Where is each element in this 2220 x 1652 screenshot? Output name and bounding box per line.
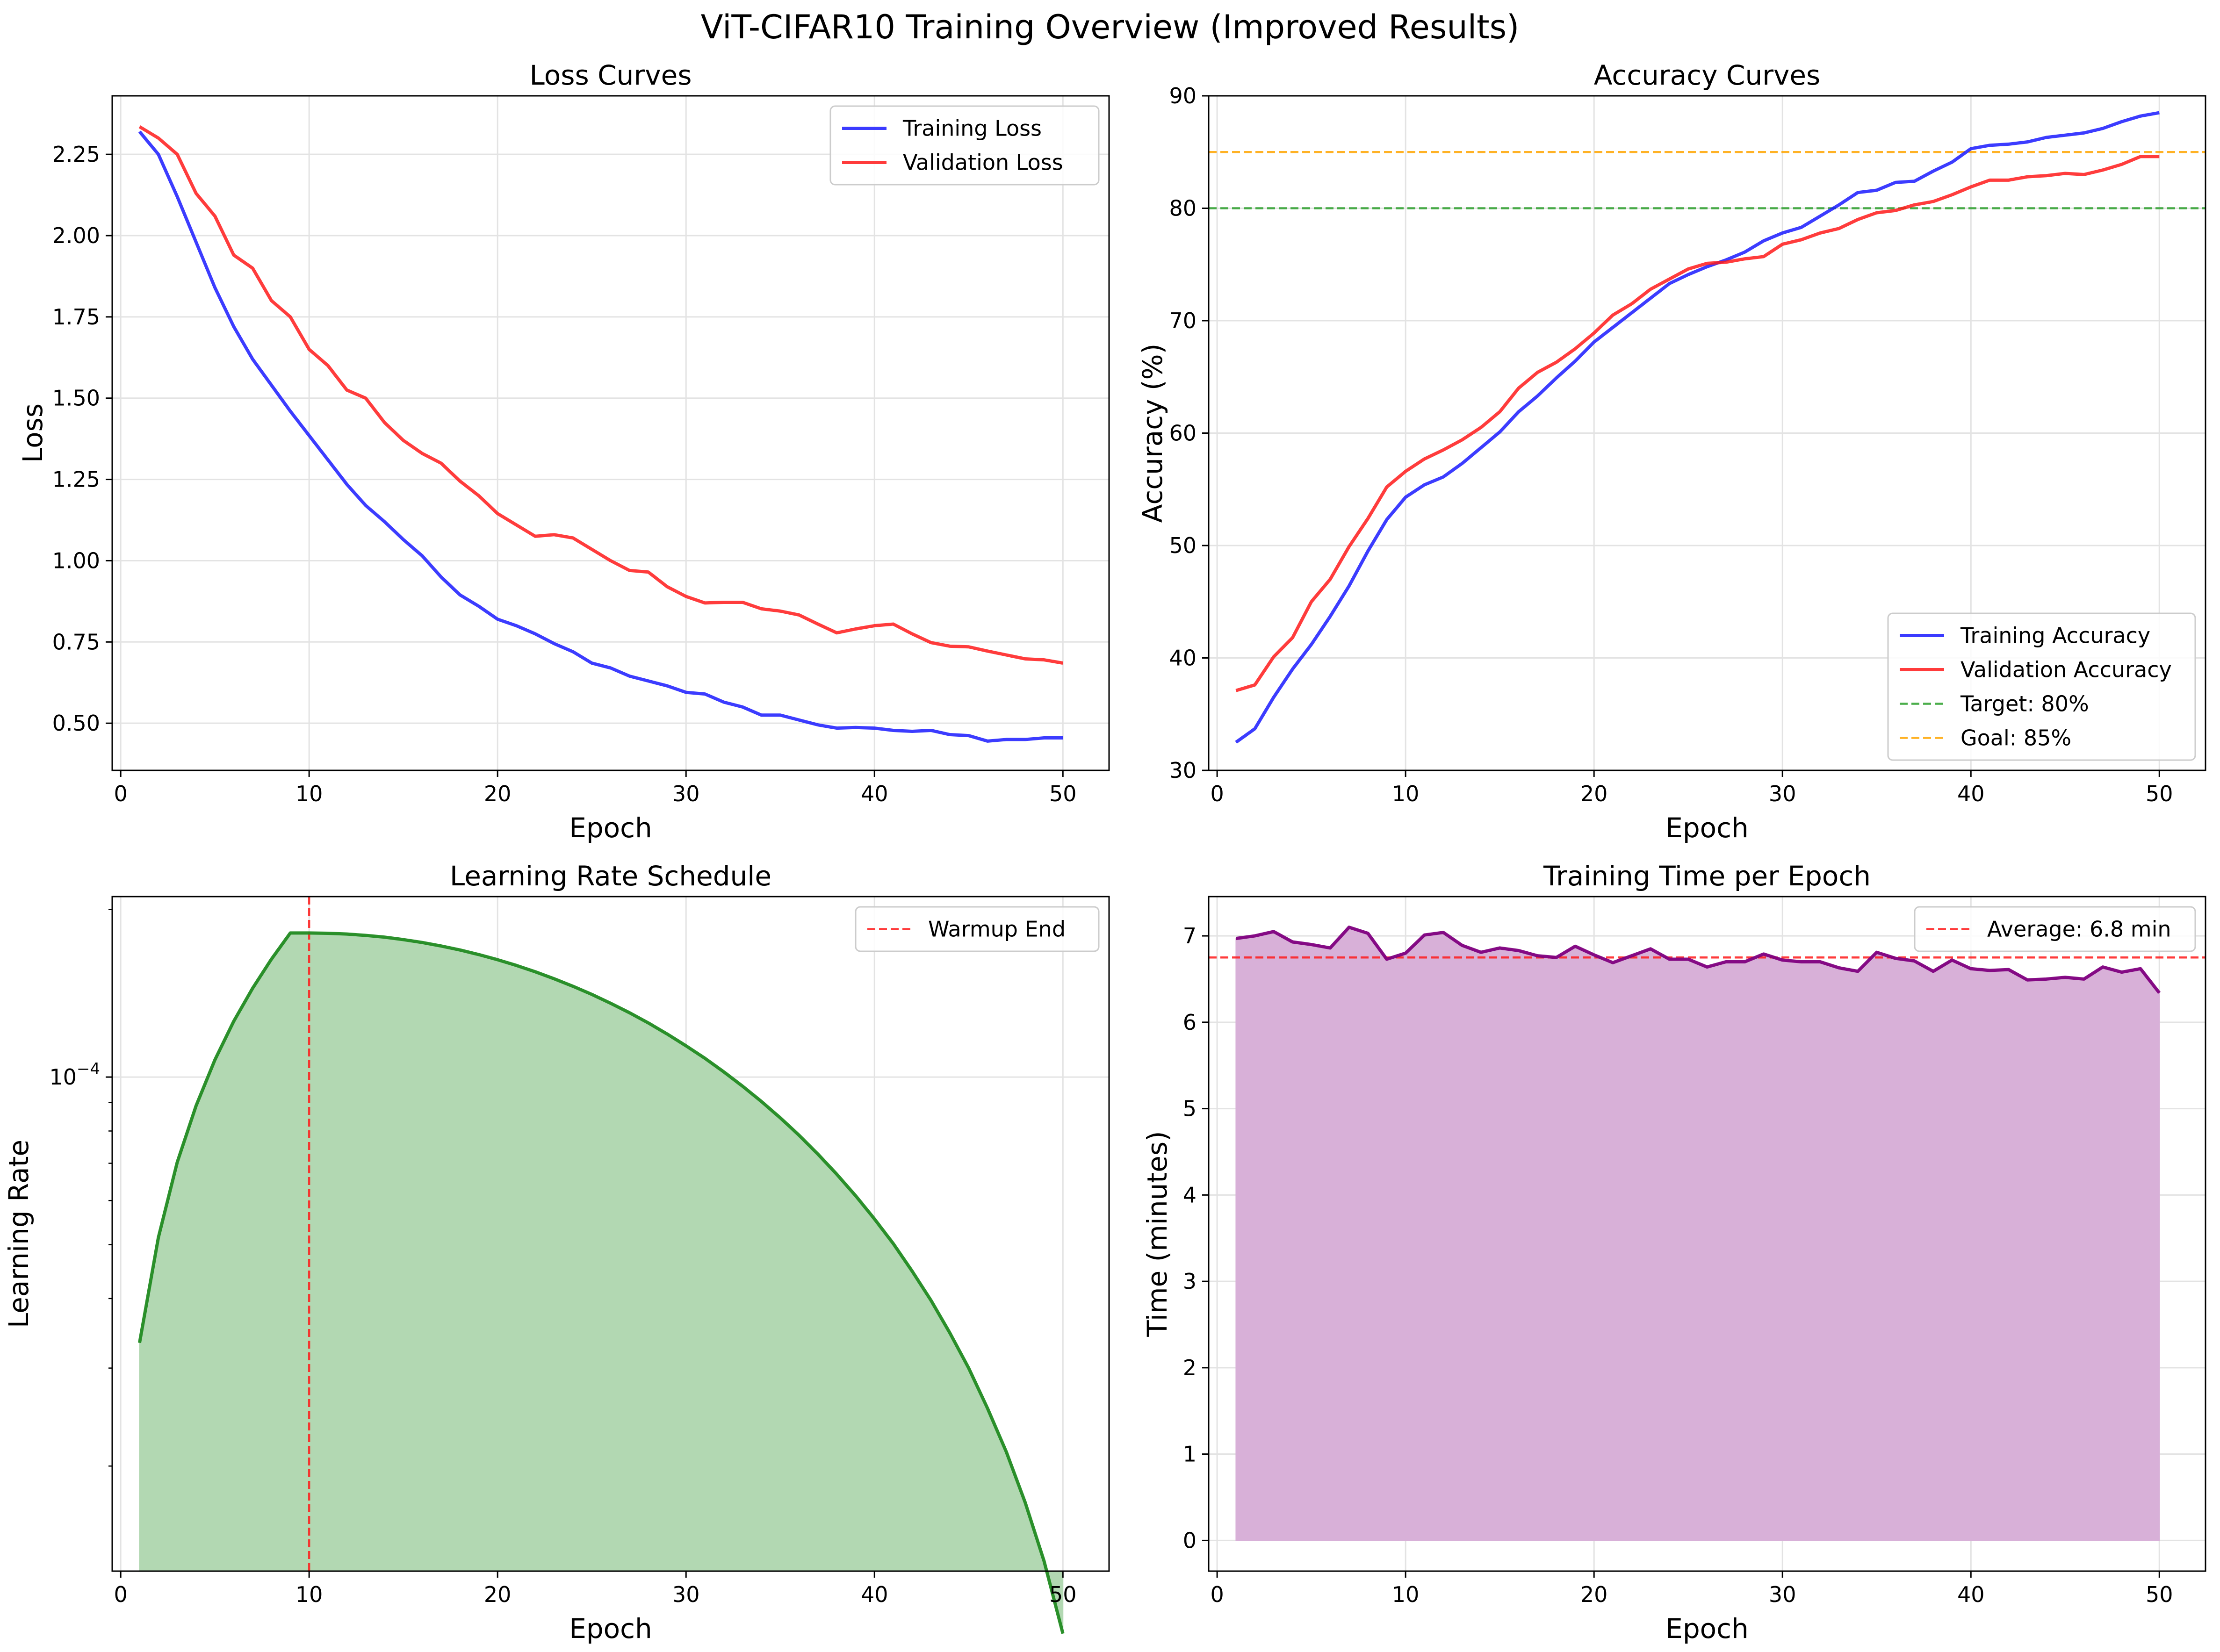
loss-axes-frame: [111, 95, 1110, 771]
training-time-legend-label: Average: 6.8 min: [1987, 917, 2171, 942]
accuracy-legend-label: Target: 80%: [1960, 691, 2089, 717]
accuracy-x-tick-label: 0: [1210, 781, 1224, 806]
accuracy-y-axis-label: Accuracy (%): [1137, 344, 1168, 523]
accuracy-y-tick-label: 40: [1169, 646, 1196, 671]
loss-series-line-1: [138, 130, 1063, 743]
loss-x-tick-label: 0: [114, 781, 127, 806]
learning-rate-x-tick-label: 30: [672, 1582, 700, 1607]
learning-rate-x-tick-label: 0: [114, 1582, 127, 1607]
training-time-x-tick-label: 40: [1957, 1582, 1985, 1607]
accuracy-panel-title: Accuracy Curves: [1594, 59, 1821, 91]
training-time-x-axis-label: Epoch: [1665, 1613, 1749, 1645]
loss-legend-label: Training Loss: [902, 116, 1042, 141]
loss-series-line-2: [138, 125, 1063, 665]
learning-rate-legend-label: Warmup End: [928, 917, 1066, 942]
accuracy-x-tick-label: 30: [1769, 781, 1796, 806]
learning-rate-x-tick-label: 40: [861, 1582, 888, 1607]
training-time-y-tick-label: 7: [1183, 923, 1196, 948]
accuracy-x-tick-label: 10: [1392, 781, 1420, 806]
loss-y-tick-label: 1.50: [52, 386, 100, 411]
loss-legend-box: [829, 105, 1100, 186]
learning-rate-panel-title: Learning Rate Schedule: [450, 860, 771, 892]
accuracy-series-line-1: [1235, 111, 2160, 744]
loss-legend: Training Loss Validation Loss: [829, 105, 1100, 186]
loss-y-tick-label: 0.75: [52, 629, 100, 654]
accuracy-x-axis-label: Epoch: [1665, 812, 1749, 844]
loss-y-tick-label: 0.50: [52, 711, 100, 736]
learning-rate-x-axis-label: Epoch: [569, 1613, 652, 1645]
loss-grid: [112, 96, 1109, 770]
loss-panel-title: Loss Curves: [530, 59, 692, 91]
training-time-data-layer: [1209, 897, 2206, 1571]
training-time-y-tick-label: 5: [1183, 1096, 1196, 1121]
accuracy-y-tick-label: 60: [1169, 421, 1196, 446]
training-time-y-tick-label: 6: [1183, 1010, 1196, 1035]
training-time-area-fill: [1235, 927, 2160, 1541]
training-time-y-tick-label: 2: [1183, 1355, 1196, 1380]
training-time-x-tick-label: 30: [1769, 1582, 1796, 1607]
accuracy-y-tick-label: 30: [1169, 758, 1196, 783]
learning-rate-legend: Warmup End: [855, 906, 1100, 952]
loss-x-axis-label: Epoch: [569, 812, 652, 844]
learning-rate-x-tick-label: 20: [484, 1582, 512, 1607]
learning-rate-x-tick-label: 50: [1049, 1582, 1077, 1607]
accuracy-x-tick-label: 20: [1580, 781, 1608, 806]
accuracy-axes-frame: [1208, 95, 2206, 771]
accuracy-legend-label: Validation Accuracy: [1961, 657, 2172, 682]
training-time-panel-title: Training Time per Epoch: [1543, 860, 1871, 892]
learning-rate-legend-box: [855, 906, 1100, 952]
loss-x-tick-label: 50: [1049, 781, 1077, 806]
loss-y-tick-label: 2.25: [52, 142, 100, 167]
accuracy-x-tick-label: 50: [2146, 781, 2173, 806]
loss-x-tick-label: 40: [861, 781, 888, 806]
accuracy-y-tick-label: 50: [1169, 533, 1196, 558]
training-time-y-tick-label: 4: [1183, 1182, 1196, 1207]
accuracy-curves-panel: 0 10 20 30 40 50 30 40 50 60 70 80 90 Accuracy Curves…: [1137, 59, 2206, 844]
loss-y-axis-label: Loss: [17, 403, 49, 463]
learning-rate-data-layer: [112, 897, 1109, 1634]
accuracy-legend-label: Goal: 85%: [1961, 725, 2071, 751]
learning-rate-line: [137, 931, 1065, 1634]
training-time-x-tick-label: 10: [1392, 1582, 1420, 1607]
accuracy-legend-label: Training Accuracy: [1960, 623, 2150, 648]
loss-y-tick-label: 1.75: [52, 304, 100, 330]
training-time-legend-box: [1914, 906, 2196, 952]
loss-x-tick-label: 30: [672, 781, 700, 806]
figure-title: ViT-CIFAR10 Training Overview (Improved …: [701, 8, 1520, 46]
learning-rate-y-tick-label-exponent: −4: [77, 1060, 100, 1078]
training-time-x-tick-label: 0: [1210, 1582, 1224, 1607]
loss-y-tick-label: 1.00: [52, 548, 100, 573]
loss-x-tick-label: 10: [296, 781, 323, 806]
accuracy-series-line-2: [1235, 155, 2160, 692]
accuracy-legend-box: [1887, 612, 2196, 761]
accuracy-y-tick-label: 70: [1169, 308, 1196, 333]
learning-rate-y-axis-label: Learning Rate: [3, 1140, 35, 1328]
loss-legend-label: Validation Loss: [903, 150, 1063, 175]
accuracy-y-tick-label: 90: [1169, 83, 1196, 108]
training-time-y-tick-label: 3: [1183, 1269, 1196, 1294]
training-time-axes-frame: [1208, 896, 2206, 1572]
accuracy-x-tick-label: 40: [1957, 781, 1985, 806]
training-time-y-tick-label: 1: [1183, 1442, 1196, 1467]
learning-rate-axes-frame: [111, 896, 1110, 1572]
loss-x-tick-label: 20: [484, 781, 512, 806]
accuracy-legend: Training Accuracy Validation Accuracy Targ…: [1887, 612, 2196, 761]
loss-y-tick-label: 1.25: [52, 467, 100, 492]
loss-curves-panel: 0 10 20 30 40 50 0.50 0.75 1.00 1.25 1.50 1.75 2.00 2…: [17, 59, 1110, 844]
training-time-panel: 0 10 20 30 40 50 0 1 2 3 4 5 6 7 Training Time per Epo…: [1141, 860, 2206, 1645]
training-time-legend: Average: 6.8 min: [1914, 906, 2196, 952]
learning-rate-x-tick-label: 10: [296, 1582, 323, 1607]
training-time-y-tick-label: 0: [1183, 1528, 1196, 1553]
training-time-line: [1235, 926, 2161, 994]
training-time-x-tick-label: 20: [1580, 1582, 1608, 1607]
training-time-x-tick-label: 50: [2146, 1582, 2173, 1607]
loss-y-tick-label: 2.00: [52, 223, 100, 248]
accuracy-y-tick-label: 80: [1169, 196, 1196, 221]
learning-rate-y-tick-label: 10−4: [49, 1060, 100, 1090]
training-time-y-axis-label: Time (minutes): [1141, 1131, 1173, 1337]
loss-data-layer: [112, 96, 1109, 770]
learning-rate-y-tick-label-base: 10: [49, 1064, 77, 1090]
